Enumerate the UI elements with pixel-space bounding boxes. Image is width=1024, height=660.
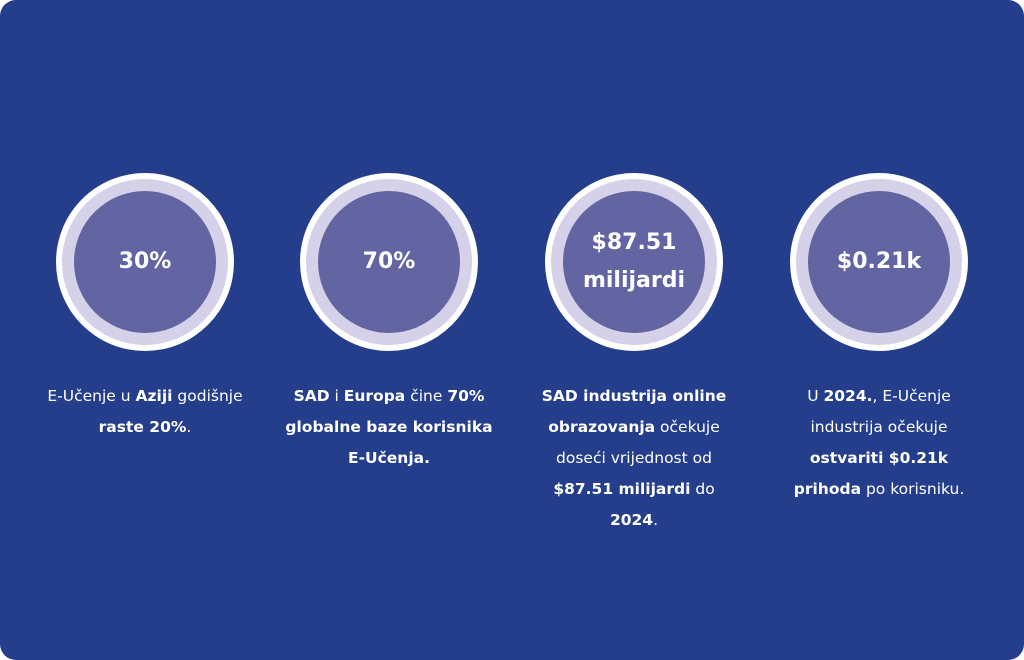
- desc-part-bold: 70% globalne baze korisnika E-Učenja.: [285, 387, 493, 467]
- stat-circle: 70%: [318, 191, 460, 333]
- stat-value: 70%: [362, 248, 416, 274]
- desc-part: očekuje doseći vrijednost od: [556, 418, 720, 467]
- stat-circle: $0.21k: [808, 191, 950, 333]
- desc-part-bold: 2024: [609, 511, 654, 529]
- stat-card-asia-growth: 30% E-Učenje u Aziji godišnje raste 20%.: [25, 173, 265, 443]
- stat-card-revenue-per-user: $0.21k U 2024., E-Učenje industrija oček…: [759, 173, 999, 505]
- desc-part: do: [690, 480, 715, 498]
- stat-circle: 30%: [74, 191, 216, 333]
- desc-part: , E-Učenje industrija očekuje: [810, 387, 951, 436]
- stat-description: E-Učenje u Aziji godišnje raste 20%.: [40, 381, 250, 443]
- stat-ring: $87.51 milijardi: [551, 179, 717, 345]
- stat-ring: $0.21k: [796, 179, 962, 345]
- desc-part-bold: SAD: [293, 387, 330, 405]
- desc-part: čine: [405, 387, 448, 405]
- desc-part: godišnje: [172, 387, 243, 405]
- stat-value: $0.21k: [836, 248, 922, 274]
- stat-value: $87.51 milijardi: [582, 229, 686, 294]
- stat-circle: $87.51 milijardi: [563, 191, 705, 333]
- stat-value: 30%: [118, 248, 172, 274]
- desc-part-bold: Europa: [343, 387, 406, 405]
- desc-part-bold: $87.51 milijardi: [553, 480, 691, 498]
- desc-part: E-Učenje u: [47, 387, 136, 405]
- desc-part-bold: SAD industrija online obrazovanja: [541, 387, 727, 436]
- stat-ring: 30%: [62, 179, 228, 345]
- desc-part: po korisniku.: [861, 480, 965, 498]
- desc-part: .: [186, 418, 192, 436]
- desc-part: i: [329, 387, 344, 405]
- stat-card-us-europe-share: 70% SAD i Europa čine 70% globalne baze …: [269, 173, 509, 474]
- desc-part-bold: 2024.: [823, 387, 873, 405]
- stat-description: U 2024., E-Učenje industrija očekuje ost…: [774, 381, 984, 505]
- stat-description: SAD industrija online obrazovanja očekuj…: [529, 381, 739, 536]
- desc-part: .: [653, 511, 659, 529]
- stat-card-us-industry-value: $87.51 milijardi SAD industrija online o…: [514, 173, 754, 536]
- desc-part-bold: Aziji: [135, 387, 173, 405]
- desc-part-bold: ostvariti $0.21k prihoda: [793, 449, 949, 498]
- stat-description: SAD i Europa čine 70% globalne baze kori…: [284, 381, 494, 474]
- desc-part: U: [807, 387, 824, 405]
- desc-part-bold: raste 20%: [98, 418, 187, 436]
- stat-ring: 70%: [306, 179, 472, 345]
